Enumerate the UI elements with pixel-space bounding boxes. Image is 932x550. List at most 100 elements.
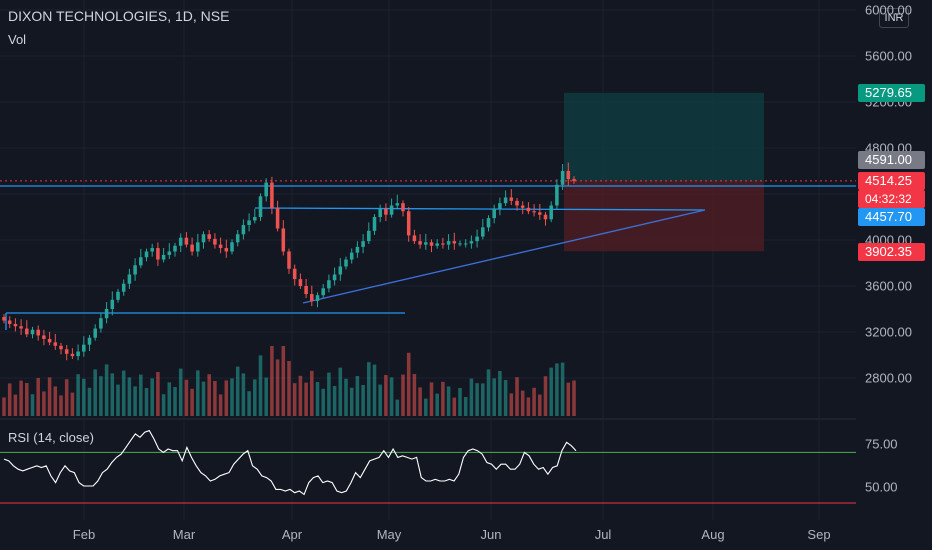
candle	[469, 241, 474, 244]
rsi-tick-label: 50.00	[865, 479, 898, 495]
candle	[156, 248, 160, 260]
volume-bar	[127, 377, 132, 416]
candle	[515, 200, 519, 206]
candle	[520, 205, 525, 208]
candle	[150, 248, 154, 252]
volume-bar	[99, 376, 103, 416]
candle	[190, 244, 194, 252]
candle	[441, 243, 445, 245]
candle	[292, 268, 297, 280]
volume-bar	[503, 380, 508, 416]
volume-bar	[150, 378, 154, 416]
volume-bar	[93, 369, 97, 416]
time-tick-label: Mar	[172, 527, 196, 542]
volume-bar	[167, 382, 172, 416]
candle	[178, 237, 183, 246]
candle	[560, 171, 565, 185]
candle	[389, 205, 394, 215]
time-tick-label: Jun	[480, 527, 502, 542]
volume-bar	[344, 378, 348, 416]
volume-bar	[515, 377, 519, 416]
chart-title: DIXON TECHNOLOGIES, 1D, NSE	[8, 8, 230, 24]
candle	[509, 197, 514, 201]
candle	[463, 243, 468, 245]
volume-bar	[538, 394, 542, 416]
candle	[384, 208, 388, 215]
candle	[566, 171, 571, 180]
volume-bar	[332, 386, 337, 416]
candle	[42, 335, 46, 339]
volume-bar	[104, 364, 109, 416]
volume-bar	[446, 386, 451, 416]
target-price-tag: 5279.65	[858, 84, 925, 102]
candle	[338, 266, 343, 275]
candle	[555, 184, 559, 206]
volume-bar	[64, 379, 69, 416]
candle	[395, 203, 400, 206]
volume-bar	[424, 398, 428, 416]
volume-bar	[156, 372, 160, 416]
currency-button[interactable]: INR	[879, 8, 909, 28]
candle	[332, 274, 337, 281]
candle	[281, 228, 286, 252]
candle	[2, 317, 6, 321]
volume-bar	[566, 382, 571, 416]
candle	[64, 349, 69, 354]
candle	[372, 217, 377, 231]
volume-bar	[224, 380, 229, 416]
volume-bar	[178, 368, 183, 416]
rising-trendline	[302, 209, 706, 304]
candle	[258, 196, 263, 217]
volume-bar	[253, 379, 257, 416]
last-price-tag: 4514.25	[858, 172, 925, 190]
volume-bar	[463, 397, 468, 416]
candle	[298, 279, 303, 286]
volume-bar	[298, 375, 303, 416]
candle	[435, 243, 439, 246]
candle	[401, 203, 405, 212]
volume-bar	[292, 383, 297, 416]
candle	[344, 259, 348, 267]
rsi-line	[3, 429, 577, 496]
candle	[110, 299, 115, 309]
volume-bar	[76, 374, 80, 416]
target-zone	[564, 92, 764, 181]
volume-bar	[560, 362, 565, 416]
candle	[139, 257, 143, 266]
volume-label[interactable]: Vol	[8, 32, 27, 47]
candle	[93, 328, 97, 338]
volume-bar	[526, 397, 531, 416]
volume-bar	[139, 374, 143, 416]
candle	[196, 242, 200, 252]
volume-bar	[235, 366, 240, 416]
volume-bar	[258, 355, 263, 416]
volume-bar	[25, 383, 29, 416]
volume-bar	[2, 397, 6, 416]
candle	[532, 211, 536, 213]
candle	[116, 291, 120, 300]
time-tick-label: Sep	[807, 527, 831, 542]
rsi-label[interactable]: RSI (14, close)	[8, 430, 94, 445]
candle	[213, 238, 217, 245]
volume-bar	[13, 394, 18, 416]
flat-top-line	[254, 207, 706, 211]
candle	[406, 211, 411, 236]
candle	[53, 342, 58, 346]
volume-bar	[190, 388, 194, 416]
candle	[446, 241, 451, 245]
volume-bar	[458, 388, 462, 416]
volume-bar	[201, 381, 206, 416]
volume-bar	[418, 387, 422, 416]
price-tick-label: 3200.00	[865, 324, 912, 340]
candle	[184, 237, 189, 245]
volume-bar	[196, 370, 200, 416]
stop-price-tag: 3902.35	[858, 243, 925, 261]
price-tick-label: 3600.00	[865, 278, 912, 294]
volume-bar	[281, 346, 286, 416]
candle	[167, 251, 172, 255]
candle	[127, 274, 132, 284]
volume-bar	[116, 384, 120, 416]
volume-bar	[492, 378, 496, 416]
countdown-tag: 04:32:32	[858, 190, 925, 208]
